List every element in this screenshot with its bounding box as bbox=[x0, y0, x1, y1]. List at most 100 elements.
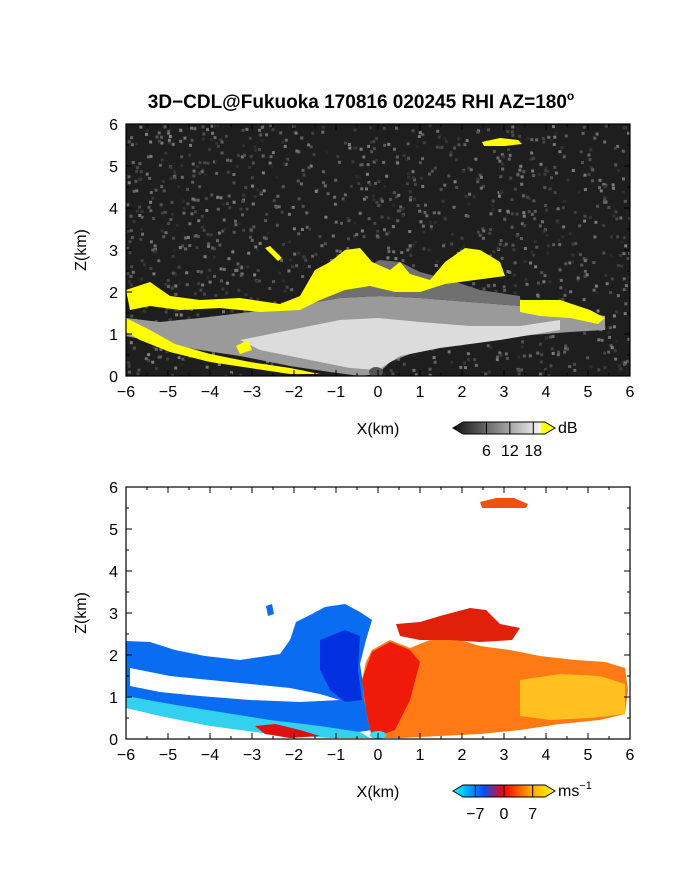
noise-speck bbox=[537, 172, 541, 176]
noise-speck bbox=[609, 344, 613, 348]
noise-speck bbox=[144, 357, 148, 361]
noise-speck bbox=[591, 179, 595, 183]
velocity-positive-red bbox=[362, 642, 420, 738]
noise-speck bbox=[551, 335, 555, 338]
velocity-xtick-label: −2 bbox=[285, 747, 303, 764]
noise-speck bbox=[219, 138, 223, 142]
highlight-edge-lower bbox=[126, 318, 320, 374]
noise-speck bbox=[159, 203, 163, 207]
noise-speck bbox=[568, 261, 572, 265]
velocity-ytick-label: 1 bbox=[109, 690, 118, 707]
noise-speck bbox=[603, 185, 607, 188]
noise-speck bbox=[423, 211, 427, 214]
noise-speck bbox=[571, 253, 575, 257]
noise-speck bbox=[482, 287, 486, 291]
noise-speck bbox=[136, 372, 140, 376]
noise-speck bbox=[397, 193, 401, 197]
noise-speck bbox=[498, 351, 502, 355]
noise-speck bbox=[153, 250, 157, 254]
noise-speck bbox=[544, 204, 548, 207]
noise-speck bbox=[160, 185, 164, 189]
noise-speck bbox=[271, 128, 275, 132]
noise-speck bbox=[523, 224, 527, 228]
noise-speck bbox=[230, 309, 234, 313]
noise-speck bbox=[439, 188, 443, 192]
noise-speck bbox=[216, 124, 220, 128]
noise-speck bbox=[546, 169, 550, 173]
noise-speck bbox=[391, 372, 395, 376]
noise-speck bbox=[347, 237, 350, 241]
noise-speck bbox=[127, 364, 131, 368]
noise-speck bbox=[166, 278, 170, 282]
noise-speck bbox=[464, 214, 468, 217]
noise-speck bbox=[243, 153, 246, 157]
noise-speck bbox=[195, 234, 198, 238]
noise-speck bbox=[489, 212, 493, 216]
noise-speck bbox=[429, 227, 433, 231]
noise-speck bbox=[532, 174, 536, 178]
noise-speck bbox=[149, 240, 153, 244]
noise-speck bbox=[391, 225, 395, 229]
noise-speck bbox=[251, 202, 255, 206]
noise-speck bbox=[582, 257, 586, 261]
noise-speck bbox=[486, 284, 490, 287]
noise-speck bbox=[409, 196, 413, 199]
noise-speck bbox=[305, 225, 309, 229]
noise-speck bbox=[307, 166, 311, 170]
noise-speck bbox=[491, 199, 495, 203]
noise-speck bbox=[614, 146, 617, 150]
noise-speck bbox=[199, 270, 203, 274]
noise-speck bbox=[225, 202, 229, 206]
noise-speck bbox=[367, 217, 371, 221]
noise-speck bbox=[160, 141, 164, 145]
noise-speck bbox=[324, 215, 328, 219]
noise-speck bbox=[447, 174, 451, 178]
noise-speck bbox=[225, 281, 229, 285]
noise-speck bbox=[284, 138, 288, 142]
noise-speck bbox=[585, 273, 589, 277]
noise-speck bbox=[158, 163, 162, 167]
intensity-xtick-label: 2 bbox=[458, 384, 467, 401]
noise-speck bbox=[603, 200, 607, 204]
noise-speck bbox=[513, 291, 517, 295]
noise-speck bbox=[160, 158, 164, 162]
noise-speck bbox=[283, 289, 287, 293]
noise-speck bbox=[460, 236, 464, 240]
noise-speck bbox=[140, 228, 143, 232]
noise-speck bbox=[592, 288, 596, 292]
noise-speck bbox=[174, 366, 178, 370]
noise-speck bbox=[181, 244, 184, 248]
noise-speck bbox=[128, 240, 132, 244]
noise-speck bbox=[413, 178, 416, 182]
noise-speck bbox=[148, 176, 152, 180]
noise-speck bbox=[530, 212, 534, 216]
noise-speck bbox=[265, 133, 269, 137]
noise-speck bbox=[140, 209, 144, 213]
noise-speck bbox=[171, 271, 175, 275]
noise-speck bbox=[503, 288, 507, 292]
noise-speck bbox=[553, 165, 557, 169]
noise-speck bbox=[473, 358, 477, 362]
noise-speck bbox=[508, 270, 512, 274]
noise-speck bbox=[127, 361, 131, 365]
noise-speck bbox=[300, 136, 304, 140]
noise-speck bbox=[442, 244, 445, 248]
noise-speck bbox=[228, 206, 232, 210]
noise-speck bbox=[421, 224, 425, 228]
noise-speck bbox=[489, 346, 493, 350]
noise-speck bbox=[256, 269, 260, 272]
noise-speck bbox=[552, 243, 556, 247]
noise-speck bbox=[428, 220, 432, 224]
noise-speck bbox=[518, 134, 521, 138]
noise-speck bbox=[296, 179, 300, 183]
noise-speck bbox=[138, 162, 142, 166]
noise-speck bbox=[419, 220, 423, 224]
noise-speck bbox=[275, 175, 278, 179]
noise-speck bbox=[333, 202, 337, 206]
highlight-mid bbox=[236, 340, 252, 354]
noise-speck bbox=[512, 248, 516, 252]
noise-speck bbox=[474, 157, 478, 161]
noise-speck bbox=[235, 268, 239, 272]
noise-speck bbox=[389, 369, 393, 372]
noise-speck bbox=[482, 229, 486, 233]
